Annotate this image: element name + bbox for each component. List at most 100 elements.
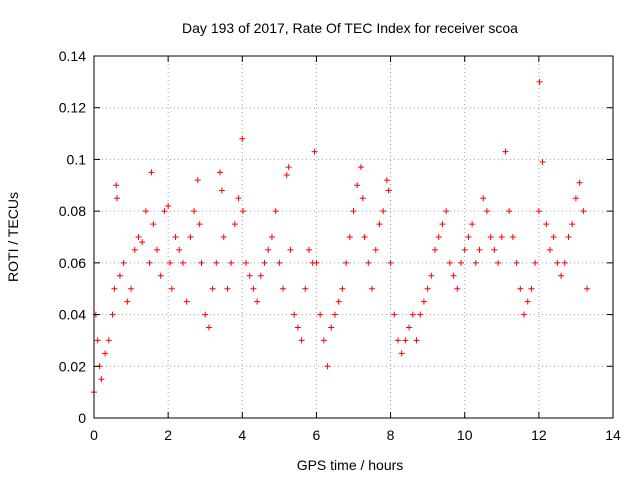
x-tick-label: 8 <box>387 427 395 443</box>
data-point <box>283 171 290 178</box>
data-point <box>391 311 398 318</box>
data-point <box>513 259 520 266</box>
data-point <box>298 337 305 344</box>
data-point <box>176 246 183 253</box>
data-point <box>561 259 568 266</box>
data-point <box>240 208 247 215</box>
data-point <box>198 259 205 266</box>
data-point <box>187 234 194 240</box>
data-point <box>239 135 246 142</box>
data-point <box>483 208 490 215</box>
data-point <box>584 285 591 292</box>
x-tick-label: 10 <box>457 427 473 443</box>
y-tick-label: 0.08 <box>59 203 86 219</box>
data-point <box>194 177 201 184</box>
data-point <box>146 259 153 266</box>
data-point <box>424 285 431 292</box>
data-point <box>543 221 550 228</box>
data-point <box>306 246 313 253</box>
data-point <box>413 337 420 344</box>
data-point <box>487 234 494 240</box>
data-point <box>120 259 127 266</box>
data-point <box>454 285 461 292</box>
data-point <box>476 246 483 253</box>
data-point <box>202 311 209 318</box>
data-point <box>148 169 155 176</box>
data-point <box>165 202 172 209</box>
x-tick-label: 2 <box>164 427 172 443</box>
data-point <box>521 311 528 318</box>
data-point <box>536 78 543 85</box>
data-point <box>313 259 320 266</box>
y-tick-label: 0.04 <box>59 307 86 323</box>
data-point <box>580 208 587 215</box>
data-point <box>357 164 364 171</box>
data-point <box>532 259 539 266</box>
data-point <box>376 221 383 228</box>
data-point <box>498 234 505 240</box>
data-point <box>383 177 390 184</box>
data-point <box>254 298 261 305</box>
data-point <box>328 324 335 331</box>
data-point <box>280 285 287 292</box>
data-point <box>235 195 242 202</box>
data-point <box>576 179 583 186</box>
data-point <box>465 234 472 240</box>
data-point <box>111 285 118 292</box>
data-point <box>320 337 327 344</box>
data-point <box>402 337 409 344</box>
data-point <box>546 246 553 253</box>
data-point <box>569 221 576 228</box>
data-point <box>539 159 546 166</box>
data-point <box>385 187 392 194</box>
data-point <box>339 285 346 292</box>
data-point <box>472 259 479 266</box>
data-point <box>380 208 387 215</box>
data-point <box>228 259 235 266</box>
data-point <box>242 259 249 266</box>
data-point <box>213 259 220 266</box>
data-point <box>102 350 109 357</box>
data-point <box>139 239 146 246</box>
data-point <box>191 208 198 215</box>
data-point <box>369 285 376 292</box>
data-point <box>346 234 353 240</box>
data-point <box>365 259 372 266</box>
data-point <box>354 182 361 189</box>
y-tick-label: 0.14 <box>59 48 86 64</box>
data-point <box>183 298 190 305</box>
data-point <box>469 221 476 228</box>
data-point <box>524 298 531 305</box>
chart-title: Day 193 of 2017, Rate Of TEC Index for r… <box>182 20 518 36</box>
data-point <box>480 195 487 202</box>
plot-frame <box>93 55 614 419</box>
y-tick-label: 0.1 <box>67 151 87 167</box>
data-point <box>291 311 298 318</box>
data-point <box>124 298 131 305</box>
x-tick-label: 14 <box>605 427 621 443</box>
data-point <box>406 324 413 331</box>
data-point <box>432 246 439 253</box>
data-point <box>509 234 516 240</box>
data-point <box>209 285 216 292</box>
data-point <box>317 311 324 318</box>
data-point <box>359 195 366 202</box>
data-point <box>272 208 279 215</box>
data-point <box>311 148 318 155</box>
data-point <box>517 285 524 292</box>
data-point <box>172 234 179 240</box>
data-point <box>394 337 401 344</box>
x-tick-label: 12 <box>531 427 547 443</box>
data-point <box>372 246 379 253</box>
data-point <box>302 285 309 292</box>
data-point <box>495 259 502 266</box>
y-tick-label: 0.06 <box>59 255 86 271</box>
data-point <box>428 272 435 279</box>
y-axis-label: ROTI / TECUs <box>5 192 21 282</box>
data-point <box>94 337 101 344</box>
data-point <box>343 259 350 266</box>
x-tick-label: 0 <box>90 427 98 443</box>
data-point <box>109 311 116 318</box>
data-point <box>154 246 161 253</box>
data-point <box>113 195 120 202</box>
